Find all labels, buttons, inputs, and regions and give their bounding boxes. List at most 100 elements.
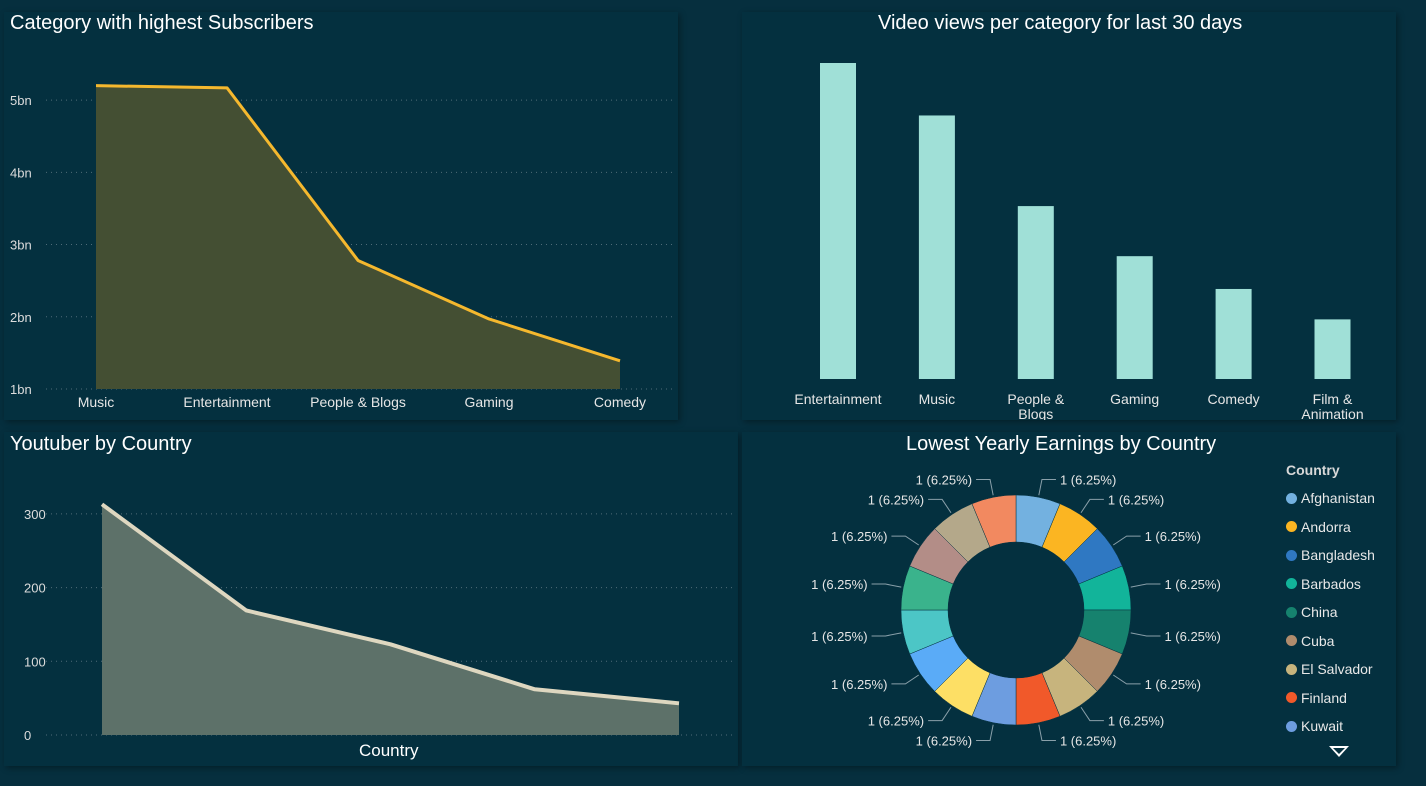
y-tick-label: 200 [24, 581, 46, 596]
slice-data-label: 1 (6.25%) [831, 529, 887, 544]
leader-line [871, 583, 902, 588]
country-panel: Youtuber by Country 0 100 200 300 Country [4, 432, 738, 766]
legend-marker-icon [1286, 606, 1297, 618]
x-tick-label: Gaming [464, 394, 513, 410]
slice-data-label: 1 (6.25%) [1108, 714, 1164, 729]
area-fill [102, 504, 679, 735]
subscribers-area-chart: 1bn 2bn 3bn 4bn 5bn Music Entertainment People … [10, 84, 676, 410]
y-tick-label: 0 [24, 728, 31, 743]
bar [918, 115, 955, 379]
slice-data-label: 1 (6.25%) [916, 473, 972, 488]
legend-label: Bangladesh [1301, 547, 1375, 564]
slice-data-label: 1 (6.25%) [1164, 629, 1220, 644]
bar [1017, 206, 1054, 379]
legend-label: Cuba [1301, 632, 1335, 649]
legend-label: Finland [1301, 689, 1347, 706]
leader-line [1130, 583, 1161, 588]
slice-data-label: 1 (6.25%) [868, 492, 924, 507]
y-tick-label: 5bn [10, 93, 32, 108]
legend-item[interactable]: Finland [1286, 684, 1375, 713]
x-tick-label: Gaming [1110, 391, 1159, 407]
leader-line [871, 632, 902, 637]
slice-data-label: 1 (6.25%) [811, 629, 867, 644]
area-fill [96, 85, 620, 390]
x-tick-label: Entertainment [794, 391, 881, 407]
y-tick-label: 100 [24, 654, 46, 669]
legend-marker-icon [1286, 663, 1297, 675]
leader-line [928, 707, 952, 722]
country-x-axis-label: Country [359, 741, 419, 760]
slice-data-label: 1 (6.25%) [831, 677, 887, 692]
legend-item[interactable]: Andorra [1286, 513, 1375, 542]
bar [820, 63, 856, 379]
leader-line [976, 479, 994, 496]
leader-line [1113, 674, 1141, 685]
legend-item[interactable]: China [1286, 598, 1375, 627]
legend-marker-icon [1286, 635, 1297, 647]
legend-marker-icon [1286, 492, 1297, 504]
leader-line [1080, 498, 1104, 513]
slice-data-label: 1 (6.25%) [1164, 577, 1220, 592]
legend-marker-icon [1286, 692, 1297, 704]
x-tick-label: People & [1007, 391, 1064, 407]
slice-data-label: 1 (6.25%) [1145, 529, 1201, 544]
legend-marker-icon [1286, 578, 1297, 590]
legend-marker-icon [1286, 549, 1297, 561]
x-tick-label: Film & [1313, 391, 1353, 407]
x-tick-label: People & Blogs [310, 394, 406, 410]
slice-data-label: 1 (6.25%) [868, 714, 924, 729]
x-tick-label: Blogs [1018, 406, 1053, 420]
slice-data-label: 1 (6.25%) [1108, 492, 1164, 507]
slice-data-label: 1 (6.25%) [1060, 733, 1116, 748]
leader-line [1038, 479, 1056, 496]
legend-label: El Salvador [1301, 661, 1373, 678]
slice-data-label: 1 (6.25%) [1060, 473, 1116, 488]
y-tick-label: 3bn [10, 238, 32, 253]
legend-label: Kuwait [1301, 718, 1344, 735]
legend-item[interactable]: Barbados [1286, 570, 1375, 599]
legend-item[interactable]: Afghanistan [1286, 484, 1375, 513]
x-tick-label: Entertainment [183, 394, 270, 410]
y-tick-label: 2bn [10, 310, 32, 325]
leader-line [1038, 724, 1056, 741]
leader-line [891, 535, 919, 546]
x-tick-label: Comedy [1208, 391, 1260, 407]
legend-item[interactable]: Bangladesh [1286, 541, 1375, 570]
bar [1116, 256, 1153, 379]
bar [1314, 319, 1351, 379]
earnings-panel: Lowest Yearly Earnings by Country 1 (6.2… [742, 432, 1396, 766]
legend-title: Country [1286, 462, 1340, 478]
y-tick-label: 1bn [10, 382, 32, 397]
legend-item[interactable]: Cuba [1286, 627, 1375, 656]
views-panel: Video views per category for last 30 day… [742, 12, 1396, 420]
leader-line [976, 724, 994, 741]
earnings-legend: Country Afghanistan Andorra Bangladesh Barb… [1286, 462, 1375, 741]
legend-item[interactable]: Kuwait [1286, 712, 1375, 741]
x-tick-label: Music [919, 391, 956, 407]
earnings-donut-chart: 1 (6.25%) 1 (6.25%) 1 (6.25%) 1 (6.25%) 1 (6… [811, 473, 1221, 749]
legend-scroll-down-icon[interactable] [1329, 746, 1349, 757]
leader-line [1130, 632, 1161, 637]
legend-marker-icon [1286, 720, 1297, 732]
slice-data-label: 1 (6.25%) [811, 577, 867, 592]
y-tick-label: 4bn [10, 165, 32, 180]
legend-label: Afghanistan [1301, 490, 1375, 507]
legend-item[interactable]: El Salvador [1286, 655, 1375, 684]
leader-line [1113, 535, 1141, 546]
views-chart-title: Video views per category for last 30 day… [878, 12, 1243, 34]
legend-marker-icon [1286, 521, 1297, 533]
x-tick-label: Animation [1301, 406, 1363, 420]
legend-label: Barbados [1301, 575, 1361, 592]
legend-label: Andorra [1301, 518, 1351, 535]
subscribers-panel: Category with highest Subscribers 1bn 2bn… [4, 12, 678, 420]
legend-label: China [1301, 604, 1338, 621]
donut-slice [971, 494, 1017, 548]
slice-data-label: 1 (6.25%) [1145, 677, 1201, 692]
earnings-chart-title: Lowest Yearly Earnings by Country [906, 433, 1217, 455]
bar [1215, 288, 1252, 379]
country-area-chart: 0 100 200 300 [24, 502, 736, 743]
country-chart-title: Youtuber by Country [10, 433, 192, 455]
leader-line [891, 674, 919, 685]
x-tick-label: Comedy [594, 394, 646, 410]
views-bar-chart: Entertainment Music People &Blogs Gaming Com… [794, 63, 1364, 420]
